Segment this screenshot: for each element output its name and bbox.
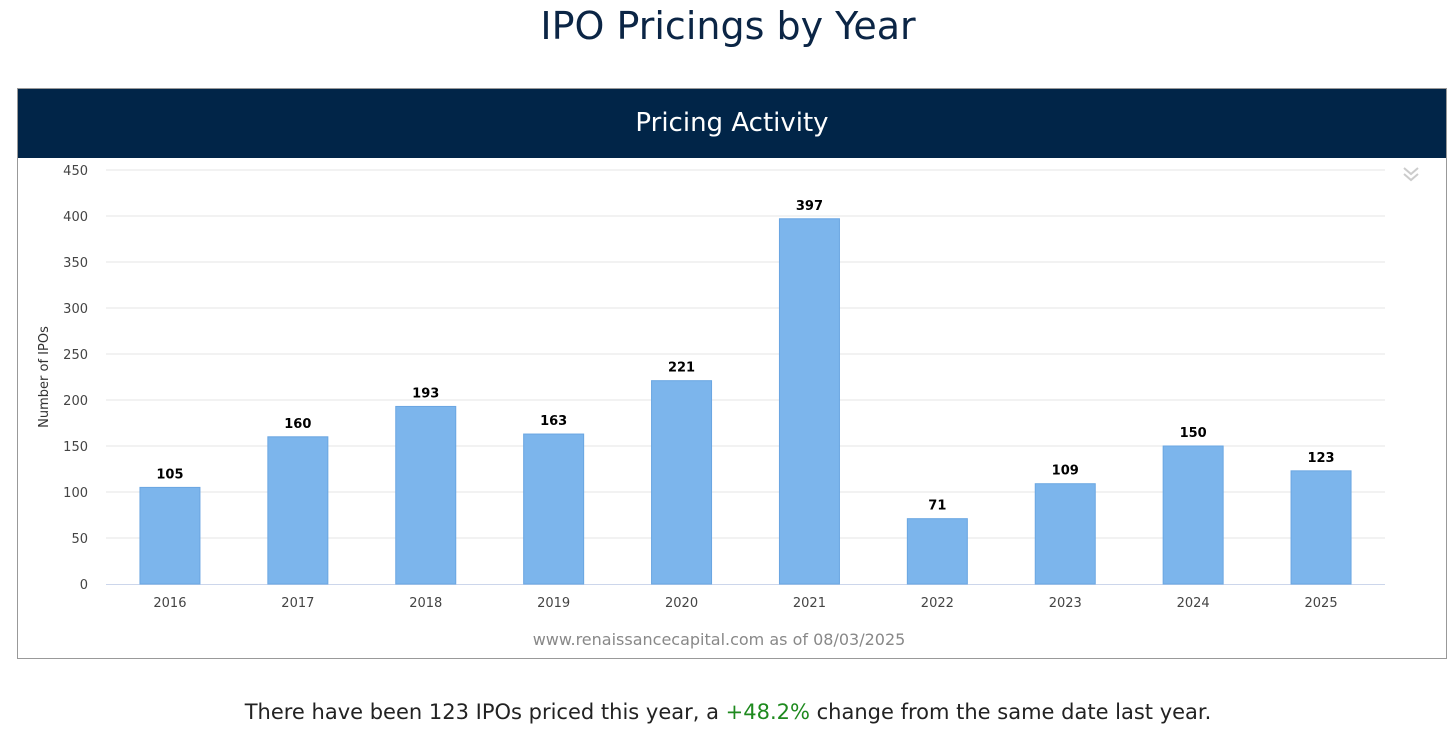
data-label: 397 <box>796 199 823 214</box>
data-label: 150 <box>1180 426 1207 441</box>
data-label: 105 <box>156 467 183 482</box>
summary-text: There have been 123 IPOs priced this yea… <box>0 700 1456 724</box>
bar-2017 <box>267 436 329 585</box>
data-label: 71 <box>928 499 946 514</box>
y-tick-label: 0 <box>80 578 88 593</box>
y-tick-label: 400 <box>63 210 88 225</box>
y-tick-label: 150 <box>63 440 88 455</box>
bar-2020 <box>651 380 713 585</box>
x-tick-label: 2021 <box>793 596 826 611</box>
summary-suffix: change from the same date last year. <box>809 700 1212 724</box>
y-tick-label: 300 <box>63 302 88 317</box>
data-label: 163 <box>540 414 567 429</box>
y-tick-label: 200 <box>63 394 88 409</box>
y-tick-label: 250 <box>63 348 88 363</box>
x-tick-label: 2025 <box>1305 596 1338 611</box>
x-tick-label: 2023 <box>1049 596 1082 611</box>
bar-2025 <box>1290 470 1352 585</box>
x-tick-label: 2020 <box>665 596 698 611</box>
x-tick-label: 2018 <box>409 596 442 611</box>
chart-container: Pricing Activity 0 50 100 150 200 250 300 350 40… <box>17 88 1447 659</box>
page-title: IPO Pricings by Year <box>540 4 916 48</box>
change-percent: +48.2% <box>725 700 810 724</box>
summary-prefix: There have been 123 IPOs priced this yea… <box>244 700 726 724</box>
bar-2024 <box>1162 445 1224 585</box>
y-tick-label: 350 <box>63 256 88 271</box>
x-tick-label: 2019 <box>537 596 570 611</box>
data-label: 193 <box>412 386 439 401</box>
y-axis-title: Number of IPOs <box>37 326 52 428</box>
x-tick-label: 2016 <box>153 596 186 611</box>
data-label: 160 <box>284 417 311 432</box>
bar-chart: 0 50 100 150 200 250 300 350 400 450 Number of IPO… <box>37 164 1419 649</box>
double-chevron-down-icon[interactable] <box>1403 167 1419 182</box>
data-label: 109 <box>1052 464 1079 479</box>
y-tick-label: 450 <box>63 164 88 179</box>
bar-2021 <box>778 218 840 585</box>
bar-2022 <box>906 518 968 585</box>
bar-2018 <box>395 405 457 585</box>
bar-2016 <box>139 486 201 585</box>
bar-2019 <box>523 433 585 585</box>
data-label: 221 <box>668 361 695 376</box>
x-tick-label: 2022 <box>921 596 954 611</box>
x-tick-label: 2024 <box>1177 596 1210 611</box>
x-tick-label: 2017 <box>281 596 314 611</box>
data-label: 123 <box>1307 451 1334 466</box>
bar-2023 <box>1034 483 1096 585</box>
chart-header: Pricing Activity <box>18 89 1446 158</box>
y-tick-label: 50 <box>71 532 88 547</box>
source-note: www.renaissancecapital.com as of 08/03/2… <box>533 630 906 649</box>
y-tick-label: 100 <box>63 486 88 501</box>
